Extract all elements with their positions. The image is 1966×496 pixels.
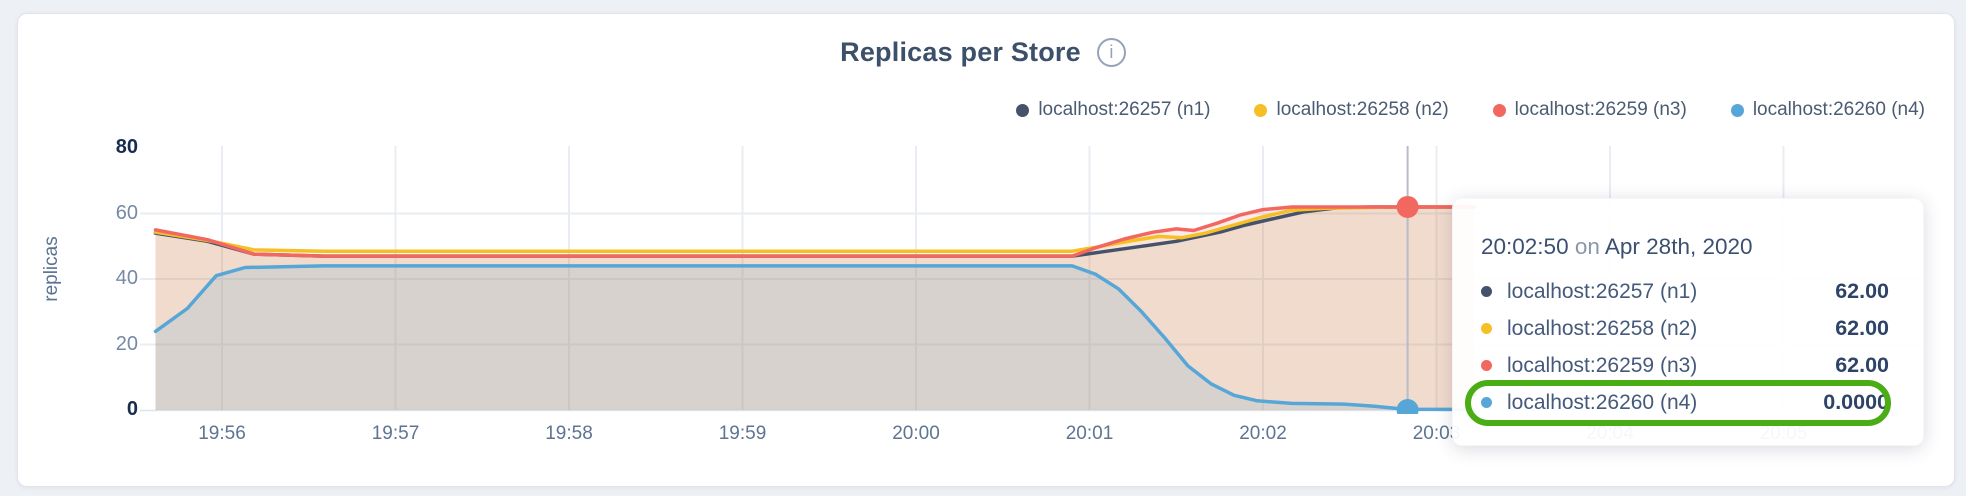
- tooltip-series-value: 62.00: [1835, 316, 1889, 340]
- legend-item[interactable]: localhost:26257 (n1): [1016, 99, 1210, 121]
- legend-dot-icon: [1730, 103, 1744, 117]
- x-tick-label: 20:01: [1065, 423, 1114, 444]
- hover-tooltip: 20:02:50 on Apr 28th, 2020 localhost:262…: [1452, 198, 1924, 446]
- tooltip-time: 20:02:50: [1481, 234, 1569, 259]
- x-tick-label: 19:58: [545, 423, 593, 444]
- y-tick-label: 40: [115, 267, 138, 289]
- tooltip-row: localhost:26259 (n3) 62.00: [1481, 347, 1889, 384]
- tooltip-conjunction: on: [1574, 234, 1600, 259]
- chart-title: Replicas per Store: [840, 36, 1081, 67]
- series-dot-icon: [1481, 397, 1492, 408]
- legend-dot-icon: [1492, 103, 1506, 117]
- x-tick-label: 19:56: [198, 423, 246, 444]
- y-tick-label: 0: [126, 398, 138, 420]
- series-dot-icon: [1481, 360, 1492, 371]
- legend-dot-icon: [1254, 103, 1268, 117]
- x-tick-label: 19:59: [718, 423, 767, 444]
- legend-item[interactable]: localhost:26259 (n3): [1492, 99, 1687, 121]
- tooltip-series-label: localhost:26257 (n1): [1507, 279, 1698, 303]
- tooltip-rows: localhost:26257 (n1) 62.00 localhost:26258…: [1481, 273, 1889, 421]
- series-line: [153, 264, 1476, 412]
- y-tick-label: 60: [115, 201, 138, 224]
- legend-item-label: localhost:26260 (n4): [1752, 99, 1925, 120]
- hover-marker: [1396, 195, 1419, 218]
- series-dot-icon: [1481, 286, 1492, 297]
- tooltip-row: localhost:26260 (n4) 0.0000: [1481, 384, 1889, 421]
- tooltip-series-label: localhost:26260 (n4): [1507, 390, 1698, 414]
- series-line: [153, 205, 1476, 253]
- legend-item[interactable]: localhost:26260 (n4): [1730, 99, 1925, 121]
- y-tick-label: 80: [115, 136, 138, 158]
- legend-item-label: localhost:26259 (n3): [1514, 99, 1687, 120]
- chart-header: Replicas per Store i: [0, 33, 1966, 71]
- tooltip-series-label: localhost:26259 (n3): [1507, 353, 1698, 377]
- tooltip-timestamp: 20:02:50 on Apr 28th, 2020: [1481, 233, 1889, 265]
- y-tick-label: 20: [115, 332, 138, 355]
- legend-dot-icon: [1016, 103, 1030, 117]
- tooltip-date: Apr 28th, 2020: [1604, 234, 1753, 259]
- tooltip-series-label: localhost:26258 (n2): [1507, 316, 1698, 340]
- tooltip-row: localhost:26258 (n2) 62.00: [1481, 310, 1889, 347]
- x-tick-label: 20:03: [1412, 423, 1461, 444]
- x-tick-label: 19:57: [371, 423, 420, 444]
- series-dot-icon: [1481, 323, 1492, 334]
- legend-item-label: localhost:26257 (n1): [1038, 99, 1211, 120]
- tooltip-series-value: 62.00: [1835, 279, 1889, 303]
- x-tick-label: 20:00: [892, 423, 940, 444]
- series-line: [153, 205, 1476, 258]
- tooltip-row: localhost:26257 (n1) 62.00: [1481, 273, 1889, 310]
- tooltip-series-value: 62.00: [1835, 353, 1889, 377]
- tooltip-series-value: 0.0000: [1823, 390, 1889, 414]
- legend-item-label: localhost:26258 (n2): [1276, 99, 1449, 120]
- legend-item[interactable]: localhost:26258 (n2): [1254, 99, 1449, 121]
- x-tick-label: 20:02: [1239, 423, 1287, 444]
- hover-marker: [1396, 399, 1419, 414]
- area-fill: [155, 265, 1475, 410]
- legend: localhost:26257 (n1) localhost:26258 (n2)…: [1016, 97, 1925, 123]
- info-icon[interactable]: i: [1096, 37, 1126, 67]
